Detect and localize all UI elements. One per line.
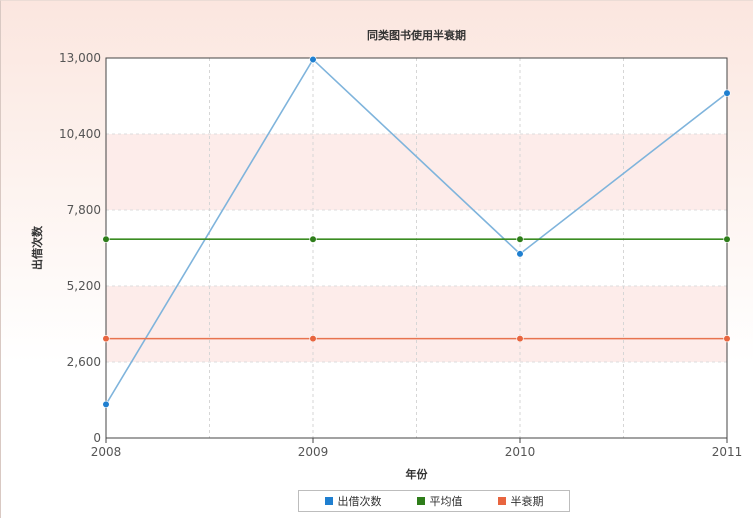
series-point-3: [309, 335, 317, 343]
series-point-2: [723, 235, 731, 243]
y-axis-ticks: 0 2,600 5,200 7,800 10,400 13,000: [59, 51, 101, 445]
legend-item-borrow-count[interactable]: 出借次数: [324, 493, 382, 509]
x-tick-label: 2010: [505, 445, 536, 459]
legend-label-half-life: 半衰期: [510, 495, 544, 508]
series-line-1: [105, 58, 728, 405]
chart-title: 同类图书使用半衰期: [367, 28, 466, 42]
x-tick-label: 2008: [91, 445, 122, 459]
series-point-1: [723, 89, 731, 97]
series-point-2: [102, 235, 110, 243]
series-point-2: [516, 235, 524, 243]
legend-item-average[interactable]: 平均值: [416, 493, 463, 509]
x-tick-label: 2011: [712, 445, 743, 459]
x-axis-ticks: 2008 2009 2010 2011: [91, 438, 743, 459]
series-point-3: [516, 335, 524, 343]
y-tick-label: 5,200: [67, 279, 101, 293]
series-point-3: [723, 335, 731, 343]
series-point-2: [309, 235, 317, 243]
x-axis-title: 年份: [406, 467, 429, 481]
legend-item-half-life[interactable]: 半衰期: [497, 493, 544, 509]
legend-swatch-half-life: [497, 497, 506, 505]
plot-background: [106, 58, 727, 438]
series-point-1: [516, 250, 524, 258]
grid-lines: [106, 58, 727, 438]
series-layer: [102, 55, 731, 408]
y-tick-label: 10,400: [59, 127, 101, 141]
legend-swatch-average: [416, 497, 425, 505]
legend: 出借次数 平均值 半衰期: [298, 490, 570, 512]
plot-frame: [105, 57, 728, 439]
y-tick-label: 7,800: [67, 203, 101, 217]
series-point-1: [309, 55, 317, 64]
y-axis-title: 出借次数: [30, 225, 44, 270]
legend-label-average: 平均值: [429, 495, 463, 508]
legend-swatch-borrow-count: [324, 497, 333, 505]
y-tick-label: 13,000: [59, 51, 101, 65]
x-tick-label: 2009: [298, 445, 329, 459]
y-tick-label: 0: [93, 431, 101, 445]
legend-label-borrow-count: 出借次数: [337, 495, 382, 508]
series-point-1: [102, 400, 110, 408]
y-tick-label: 2,600: [67, 355, 101, 369]
series-point-3: [102, 335, 110, 343]
